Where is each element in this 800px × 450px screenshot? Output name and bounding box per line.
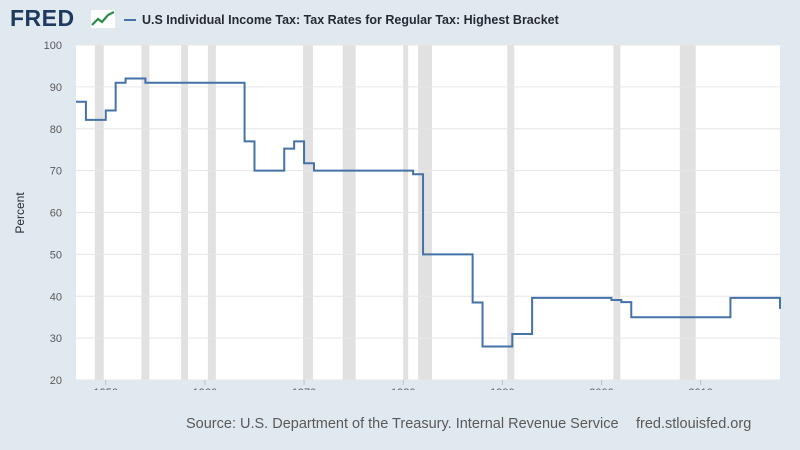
trend-chart-icon xyxy=(90,9,116,29)
fred-logo[interactable]: FRED xyxy=(10,5,75,31)
y-tick-label: 70 xyxy=(50,166,62,178)
y-axis-label: Percent xyxy=(13,192,27,234)
legend-series-label: U.S Individual Income Tax: Tax Rates for… xyxy=(142,13,559,27)
source-note: Source: U.S. Department of the Treasury.… xyxy=(186,416,619,432)
y-tick-label: 50 xyxy=(50,249,62,261)
series-line xyxy=(76,77,781,348)
y-tick-label: 90 xyxy=(50,82,62,94)
chart-legend: U.S Individual Income Tax: Tax Rates for… xyxy=(124,11,559,29)
chart-footer: Source: U.S. Department of the Treasury.… xyxy=(0,416,800,436)
y-tick-label: 20 xyxy=(50,375,62,387)
y-tick-label: 80 xyxy=(50,124,62,136)
y-tick-label: 40 xyxy=(50,291,62,303)
chart-header: FRED U.S Individual Income Tax: Tax Rate… xyxy=(0,0,800,40)
y-tick-label: 60 xyxy=(50,208,62,220)
x-tick-label: 2000 xyxy=(589,387,613,390)
x-tick-label: 1980 xyxy=(391,387,415,390)
site-link[interactable]: fred.stlouisfed.org xyxy=(636,416,752,432)
x-tick-label: 1970 xyxy=(292,387,316,390)
y-tick-label: 30 xyxy=(50,333,62,345)
line-chart: 20 30 40 50 60 70 80 90 100 1950 1960 1970 1980 1990 2… xyxy=(13,40,781,390)
x-tick-label: 1990 xyxy=(490,387,514,390)
legend-swatch xyxy=(124,19,136,21)
x-tick-label: 1960 xyxy=(193,387,217,390)
x-tick-label: 2010 xyxy=(688,387,712,390)
x-tick-label: 1950 xyxy=(94,387,118,390)
y-tick-label: 100 xyxy=(44,40,62,52)
